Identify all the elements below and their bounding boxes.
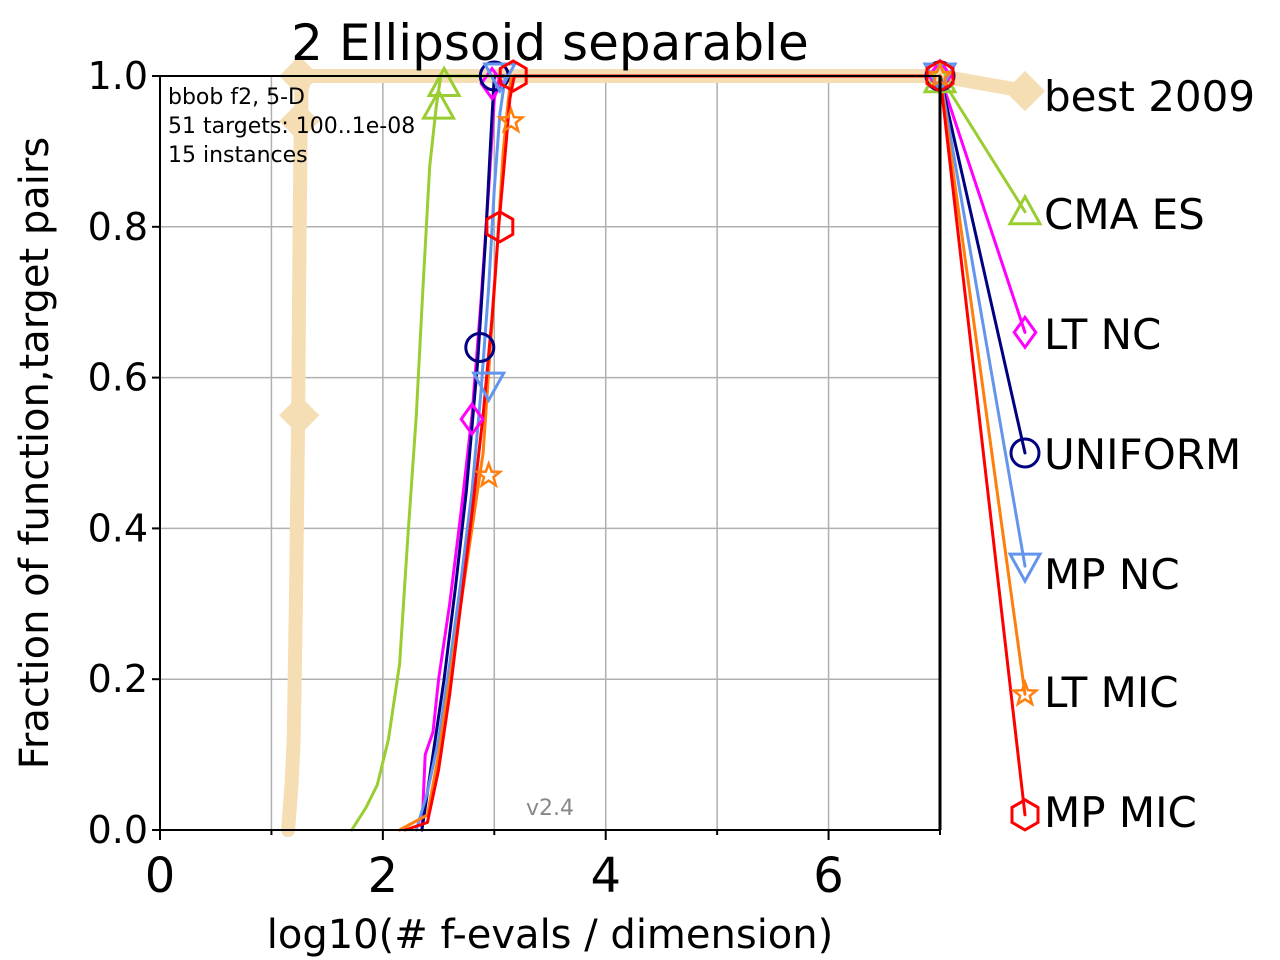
legend-label: LT MIC xyxy=(1044,668,1179,717)
series-line xyxy=(398,74,942,832)
annotation-line: 51 targets: 100..1e-08 xyxy=(168,114,415,139)
annotation-line: 15 instances xyxy=(168,143,308,168)
y-tick-label: 0.0 xyxy=(88,808,148,852)
version-label: v2.4 xyxy=(526,796,574,821)
legend-marker xyxy=(1010,678,1040,707)
labels: 0 2 4 6 0.0 0.2 0.4 0.6 0.8 1.0 2 Ellipsoid separa… xyxy=(12,14,1255,958)
legend-marker xyxy=(1004,70,1046,112)
x-axis-label: log10(# f-evals / dimension) xyxy=(267,912,834,958)
series-line xyxy=(414,74,942,832)
legend-connector xyxy=(938,74,1027,696)
series-marker xyxy=(496,105,526,134)
series-marker xyxy=(498,59,528,93)
series-marker xyxy=(279,395,320,436)
y-tick-label: 0.8 xyxy=(88,205,148,249)
series-marker xyxy=(459,401,485,437)
series-markers xyxy=(279,55,1046,832)
legend-connector xyxy=(938,74,1027,817)
series-marker xyxy=(482,62,518,95)
axes xyxy=(152,75,942,840)
legend-connector xyxy=(938,74,1027,214)
series-marker xyxy=(464,331,496,363)
x-tick-label: 0 xyxy=(145,848,176,904)
x-tick-label: 6 xyxy=(813,848,844,904)
legend-label: MP NC xyxy=(1044,550,1180,599)
y-axis-label: Fraction of function,target pairs xyxy=(12,137,58,769)
legend-marker xyxy=(1012,314,1038,350)
series-line xyxy=(350,74,942,832)
legend-marker xyxy=(1007,193,1043,226)
y-tick-label: 0.6 xyxy=(88,356,148,400)
y-tick-label: 0.4 xyxy=(88,506,148,550)
legend-connector xyxy=(938,74,1027,455)
legend-label: CMA ES xyxy=(1044,190,1205,239)
legend-marker xyxy=(1007,552,1043,585)
series-marker xyxy=(421,88,457,120)
series-marker xyxy=(485,210,515,244)
legend-connector xyxy=(938,74,1027,334)
legend-marker xyxy=(1009,437,1041,469)
legend-label: LT NC xyxy=(1044,310,1161,359)
y-tick-label: 0.2 xyxy=(88,657,148,701)
series-line xyxy=(403,74,942,832)
legend-connector xyxy=(938,74,1027,568)
series-marker xyxy=(471,371,507,404)
chart-title: 2 Ellipsoid separable xyxy=(291,14,809,72)
annotation-line: bbob f2, 5-D xyxy=(168,85,305,110)
y-tick-label: 1.0 xyxy=(88,54,148,98)
series-marker xyxy=(279,101,320,142)
legend-label: UNIFORM xyxy=(1044,430,1241,479)
legend-label: best 2009 xyxy=(1044,72,1255,121)
x-tick-label: 2 xyxy=(368,848,399,904)
series-marker xyxy=(426,65,462,98)
legend-label: MP MIC xyxy=(1044,788,1197,837)
series-marker xyxy=(473,459,504,489)
x-tick-label: 4 xyxy=(590,848,621,904)
series-line xyxy=(420,74,942,832)
legend-marker xyxy=(1010,798,1040,832)
